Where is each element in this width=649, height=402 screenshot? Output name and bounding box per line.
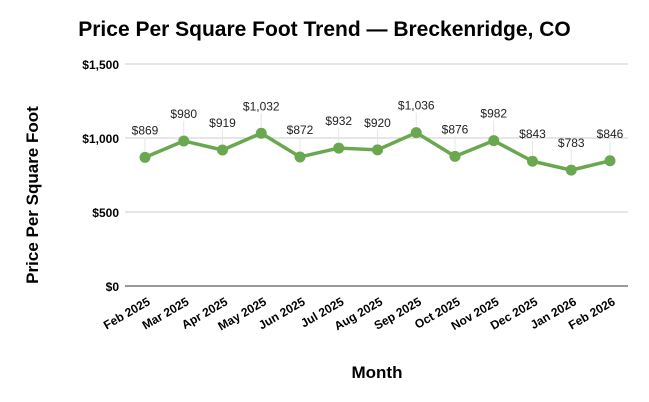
data-point-marker	[565, 164, 577, 176]
data-point-marker	[294, 151, 306, 163]
data-label: $980	[170, 107, 197, 121]
data-point-marker	[488, 135, 500, 147]
data-label: $982	[480, 107, 507, 121]
data-point-marker	[372, 144, 383, 156]
data-label: $783	[558, 136, 585, 150]
data-label: $869	[132, 123, 159, 137]
data-label: $846	[597, 127, 624, 141]
data-label: $876	[442, 122, 469, 136]
data-point-marker	[178, 135, 190, 147]
gridlines	[125, 63, 628, 287]
y-tick-label: $1,500	[82, 58, 119, 72]
data-labels: $869 $980 $919 $1,032 $872 $932 $920 $1,036 $876…	[132, 99, 624, 150]
data-label: $919	[209, 116, 236, 130]
y-tick-label: $1,000	[82, 132, 119, 146]
data-point-marker	[217, 144, 228, 156]
y-tick-label: $0	[106, 280, 120, 294]
x-axis-label: Month	[352, 363, 403, 382]
data-point-marker	[255, 127, 267, 139]
data-series	[139, 112, 616, 176]
data-label: $843	[519, 127, 546, 141]
data-point-marker	[333, 142, 345, 154]
data-label: $1,032	[243, 99, 280, 113]
data-point-marker	[410, 127, 422, 139]
data-point-marker	[139, 151, 151, 163]
data-point-marker	[527, 155, 538, 167]
y-axis-tick-labels: $0 $500 $1,000 $1,500	[82, 58, 119, 294]
y-tick-label: $500	[92, 206, 119, 220]
chart-title: Price Per Square Foot Trend — Breckenrid…	[78, 18, 571, 41]
data-label: $932	[325, 114, 352, 128]
y-axis-label: Price Per Square Foot	[23, 106, 42, 284]
data-label: $1,036	[398, 99, 435, 113]
data-point-marker	[449, 150, 461, 162]
data-point-marker	[604, 155, 616, 167]
data-label: $920	[364, 116, 391, 130]
data-label: $872	[287, 123, 314, 137]
